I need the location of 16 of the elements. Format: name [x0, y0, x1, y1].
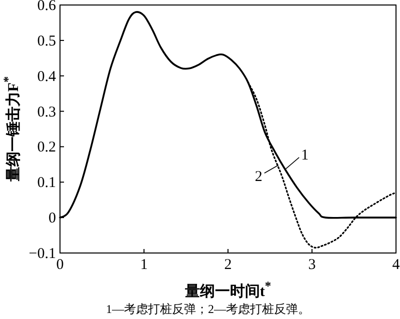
y-tick-label: 0 — [48, 210, 56, 227]
x-tick-label: 3 — [308, 257, 316, 273]
y-tick-label: 0.5 — [37, 33, 56, 50]
x-tick-label: 1 — [140, 257, 148, 273]
y-tick-label: 0.2 — [37, 140, 56, 156]
y-tick-label: −0.1 — [28, 246, 56, 262]
x-axis-title: 量纲一时间t$^{*}$ — [184, 278, 272, 301]
x-tick-label: 4 — [392, 257, 400, 273]
y-tick-label: 0.4 — [37, 68, 56, 85]
text: 1—考虑打桩反弹；2—考虑打桩反弹。 — [106, 302, 310, 316]
y-tick-label: 0.3 — [37, 104, 56, 120]
x-tick-label: 2 — [224, 257, 232, 273]
annotation: 1 — [301, 147, 309, 164]
y-tick-label: 0.6 — [37, 0, 56, 14]
annotation: 2 — [254, 169, 262, 186]
y-tick-label: 0.1 — [37, 175, 56, 192]
